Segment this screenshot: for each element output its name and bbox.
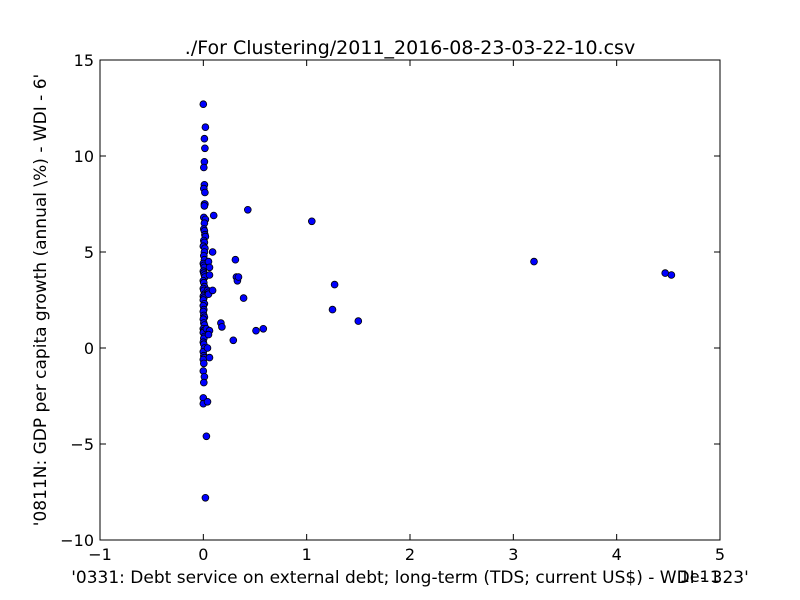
data-point (229, 336, 238, 345)
data-point (234, 273, 243, 281)
data-point (200, 359, 208, 368)
data-point (244, 206, 252, 214)
data-point (208, 248, 217, 256)
data-point (203, 344, 212, 352)
y-tick-label: 15 (74, 51, 94, 70)
data-point (667, 271, 676, 279)
x-tick-label: −1 (88, 545, 112, 564)
y-tick-label: 10 (74, 147, 94, 166)
y-tick-label: −10 (60, 531, 94, 550)
data-point (203, 397, 212, 406)
x-axis-offset-label: 1e11 (680, 567, 720, 586)
x-tick-label: 2 (405, 545, 415, 564)
x-tick-label: 0 (198, 545, 208, 564)
data-point (204, 330, 213, 339)
data-point (354, 317, 363, 325)
data-point (209, 211, 218, 220)
data-point (201, 493, 210, 502)
data-point (231, 255, 240, 264)
y-tick-label: −5 (70, 435, 94, 454)
data-point (661, 269, 669, 277)
data-point (200, 378, 208, 387)
data-points (199, 100, 676, 502)
data-point (259, 324, 268, 333)
data-point (330, 280, 339, 289)
data-point (530, 257, 538, 266)
data-point (200, 134, 209, 143)
data-point (252, 326, 260, 335)
x-axis-ticks: −1 0 1 2 3 4 5 (88, 60, 725, 564)
data-point (199, 100, 208, 108)
x-tick-label: 4 (612, 545, 622, 564)
data-point (218, 323, 226, 331)
data-point (307, 217, 316, 226)
data-point (201, 188, 209, 197)
data-point (200, 163, 208, 172)
chart-title: ./For Clustering/2011_2016-08-23-03-22-1… (185, 37, 635, 59)
x-tick-label: 1 (302, 545, 312, 564)
data-point (201, 123, 210, 131)
data-point (200, 202, 209, 210)
data-point (239, 294, 248, 302)
y-tick-label: 0 (84, 339, 94, 358)
y-tick-label: 5 (84, 243, 94, 262)
data-point (205, 353, 214, 362)
x-tick-label: 3 (508, 545, 518, 564)
x-axis-label: '0331: Debt service on external debt; lo… (71, 568, 749, 588)
data-point (205, 271, 214, 279)
plot-frame (99, 59, 721, 541)
data-point (205, 263, 214, 272)
y-axis-label: '0811N: GDP per capita growth (annual \%… (31, 74, 51, 526)
x-tick-label: 5 (715, 545, 725, 564)
data-point (208, 286, 217, 295)
data-point (201, 144, 209, 153)
data-point (328, 305, 337, 314)
data-point (202, 432, 211, 441)
y-axis-ticks: −10 −5 0 5 10 15 (60, 51, 720, 550)
